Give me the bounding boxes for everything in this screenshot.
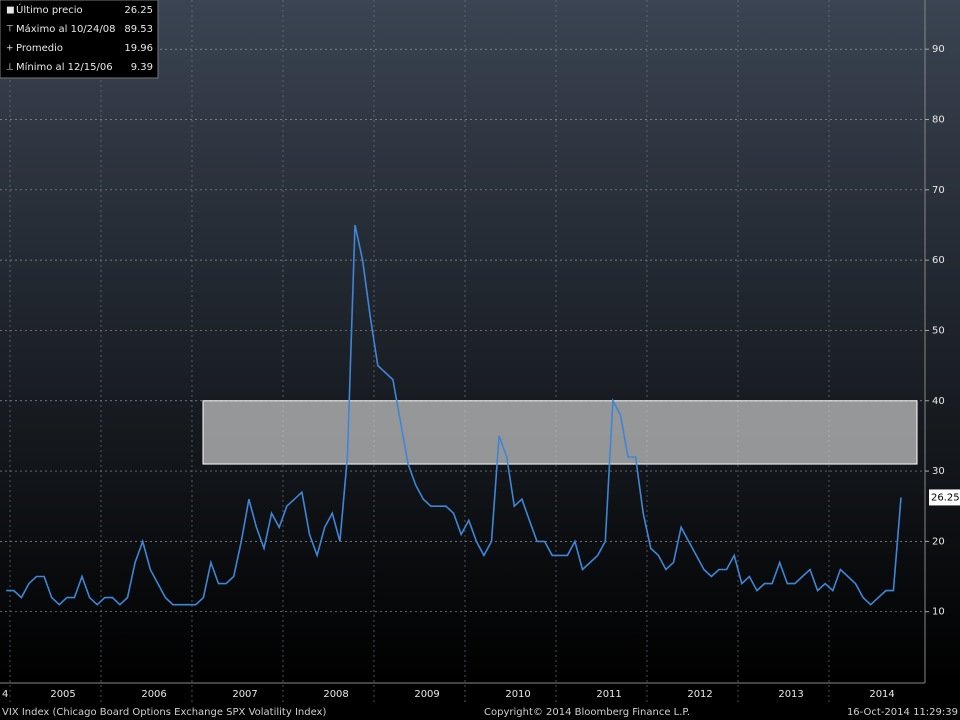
legend-value: 19.96 (124, 43, 153, 54)
y-tick-label: 70 (932, 185, 945, 196)
x-tick-label: 2008 (323, 689, 348, 700)
legend-value: 26.25 (124, 5, 153, 16)
y-tick-label: 40 (932, 396, 945, 407)
legend-value: 89.53 (124, 24, 153, 35)
x-tick-label: 2006 (141, 689, 166, 700)
legend-icon: ⊤ (6, 25, 14, 35)
legend-label: Mínimo al 12/15/06 (16, 61, 113, 73)
highlight-band (202, 400, 918, 465)
legend-label: Máximo al 10/24/08 (16, 23, 116, 35)
x-tick-label: 2012 (687, 689, 712, 700)
legend-icon: + (6, 44, 14, 54)
y-tick-label: 60 (932, 255, 945, 266)
series-line (6, 224, 902, 606)
timestamp: 16-Oct-2014 11:29:39 (847, 707, 958, 718)
y-tick-label: 80 (932, 115, 945, 126)
y-tick-label: 30 (932, 466, 945, 477)
y-tick-label: 10 (932, 607, 945, 618)
x-tick-label: 2007 (232, 689, 257, 700)
x-tick-label: 2013 (778, 689, 803, 700)
legend-box (0, 0, 159, 79)
legend-label: Promedio (16, 43, 63, 54)
y-tick-label: 20 (932, 536, 945, 547)
x-tick-label: 2009 (414, 689, 439, 700)
legend-icon: ⊥ (6, 63, 14, 73)
y-tick-label: 50 (932, 325, 945, 336)
price-tag-label: 26.25 (931, 492, 960, 503)
axis-background (0, 682, 960, 720)
copyright: Copyright© 2014 Bloomberg Finance L.P. (484, 707, 690, 718)
x-tick-label: 4 (2, 689, 8, 700)
x-tick-label: 2011 (596, 689, 621, 700)
price-tag (929, 489, 960, 506)
plot-background (0, 0, 960, 682)
series-name: VIX Index (Chicago Board Options Exchang… (2, 707, 326, 718)
x-tick-label: 2005 (50, 689, 75, 700)
legend-icon: ■ (6, 6, 15, 16)
x-tick-label: 2014 (869, 689, 894, 700)
legend-label: Último precio (16, 3, 83, 16)
y-tick-label: 90 (932, 44, 945, 55)
legend-value: 9.39 (131, 62, 153, 73)
x-tick-label: 2010 (505, 689, 530, 700)
